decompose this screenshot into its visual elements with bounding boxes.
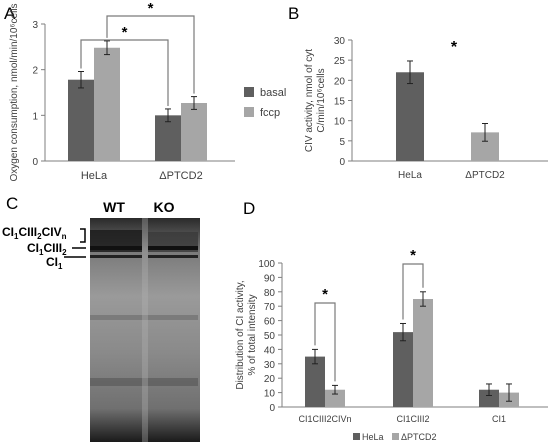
chart-d-y-tick-label: 70 (264, 302, 276, 313)
chart-b-y-tick-label: 10 (334, 117, 346, 128)
chart-a-y-tick-label: 1 (32, 111, 38, 122)
chart-d-legend-label-hela: HeLa (362, 432, 384, 442)
chart-d-y-tick-label: 100 (258, 259, 275, 270)
chart-a-legend-swatch-basal (244, 87, 254, 97)
chart-b-civ-activity: 0 5 10 15 20 25 30 HeLa ΔPTCD2 CIV activity, nmol… (304, 36, 548, 181)
panel-label-d: D (243, 199, 255, 218)
chart-d-x-tick-label: CI1 (492, 414, 506, 424)
gel-band-mid-wt (90, 246, 142, 250)
panel-label-a: A (4, 4, 16, 23)
chart-d-y-tick-label: 80 (264, 288, 276, 299)
chart-d-bar-ptcd2 (325, 389, 345, 407)
chart-d-y-tick-label: 30 (264, 360, 276, 371)
chart-d-y-axis-label: % of total intensity (247, 294, 258, 375)
chart-a-bar-basal (155, 115, 181, 161)
chart-a-legend-label-fccp: fccp (260, 107, 280, 119)
panel-label-c: C (6, 194, 18, 213)
gel-lane-gap (142, 218, 148, 442)
chart-d-y-tick-label: 0 (269, 403, 275, 414)
gel-band-label-ci1: CI1 (46, 255, 63, 271)
gel-bracket (80, 228, 86, 243)
chart-d-y-tick-label: 60 (264, 317, 276, 328)
gel-band-label-supercomplex: CI1CIII2CIVn (2, 225, 67, 241)
chart-a-oxygen-consumption: 0 1 2 3 HeLa ΔPTCD2 Oxygen consumption, nmol/m… (9, 0, 286, 182)
chart-b-y-tick-label: 30 (334, 36, 346, 47)
chart-d-x-tick-label: CI1CIII2CIVn (298, 414, 351, 424)
chart-a-y-axis-label: Oxygen consumption, nmol/min/10⁶cells (9, 3, 20, 181)
chart-d-y-axis-label: Distribution of CI activity, (235, 280, 246, 389)
gel-lane-label-ko: KO (154, 199, 175, 215)
chart-b-y-tick-label: 25 (334, 56, 346, 67)
chart-b-y-axis-label: C/min/10⁶cells (316, 68, 327, 132)
chart-d-y-tick-label: 50 (264, 331, 276, 342)
chart-b-x-tick-label: ΔPTCD2 (465, 170, 505, 181)
gel-band-low-ko (148, 255, 198, 258)
chart-d-bar-hela (393, 332, 413, 407)
chart-d-significance-star: * (322, 286, 328, 303)
gel-lane-label-wt: WT (103, 199, 125, 215)
chart-d-x-tick-label: CI1CIII2 (396, 414, 429, 424)
chart-d-significance-bracket (402, 263, 424, 320)
panel-label-b: B (288, 4, 299, 23)
chart-a-significance-bracket (106, 15, 195, 94)
chart-d-significance-star: * (410, 247, 416, 264)
chart-d-legend-swatch-ptcd2 (392, 433, 399, 440)
chart-a-y-tick-label: 3 (32, 20, 38, 31)
chart-d-y-tick-label: 20 (264, 374, 276, 385)
chart-d-legend-label-ptcd2: ΔPTCD2 (401, 432, 437, 442)
chart-a-bar-fccp (94, 47, 120, 161)
chart-d-y-tick-label: 40 (264, 345, 276, 356)
chart-b-y-axis-label: CIV activity, nmol of cyt (304, 49, 315, 152)
chart-a-significance-bracket (80, 39, 169, 106)
chart-a-x-tick-label: HeLa (81, 170, 108, 182)
chart-b-bar-0 (396, 72, 424, 161)
chart-a-y-tick-label: 0 (32, 157, 38, 168)
chart-a-y-tick-label: 2 (32, 66, 38, 77)
chart-a-legend-label-basal: basal (260, 87, 286, 99)
chart-d-bar-hela (305, 356, 325, 407)
chart-d-bar-ptcd2 (413, 299, 433, 407)
chart-a-x-tick-label: ΔPTCD2 (159, 170, 202, 182)
chart-d-legend-swatch-hela (353, 433, 360, 440)
chart-d-y-tick-label: 90 (264, 273, 276, 284)
gel-band-label-ci1ciii2: CI1CIII2 (27, 241, 67, 257)
chart-b-y-tick-label: 0 (339, 157, 345, 168)
chart-b-x-tick-label: HeLa (398, 170, 422, 181)
chart-a-significance-star: * (148, 0, 154, 17)
chart-d-bar-hela (479, 389, 499, 407)
chart-d-significance-bracket (314, 302, 336, 382)
gel-band-faint-1 (90, 315, 198, 320)
chart-a-significance-star: * (122, 24, 128, 41)
chart-d-ci-distribution: 0 10 20 30 40 50 60 70 80 90 100 CI1CIII2CIVn CI1CII… (235, 247, 548, 442)
gel-image: WT KO CI1CIII2CIVn CI1CIII2 CI1 (2, 199, 200, 442)
gel-band-low-wt (90, 255, 142, 258)
chart-b-y-tick-label: 5 (339, 137, 345, 148)
chart-d-y-tick-label: 10 (264, 389, 276, 400)
gel-band-faint-2 (90, 378, 198, 386)
chart-a-bar-basal (68, 79, 94, 161)
chart-b-significance-star: * (451, 39, 458, 56)
gel-band-mid-ko (148, 246, 198, 250)
chart-b-y-tick-label: 20 (334, 76, 346, 87)
chart-a-bar-fccp (181, 103, 207, 161)
chart-a-legend-swatch-fccp (244, 107, 254, 117)
chart-b-y-tick-label: 15 (334, 97, 346, 108)
